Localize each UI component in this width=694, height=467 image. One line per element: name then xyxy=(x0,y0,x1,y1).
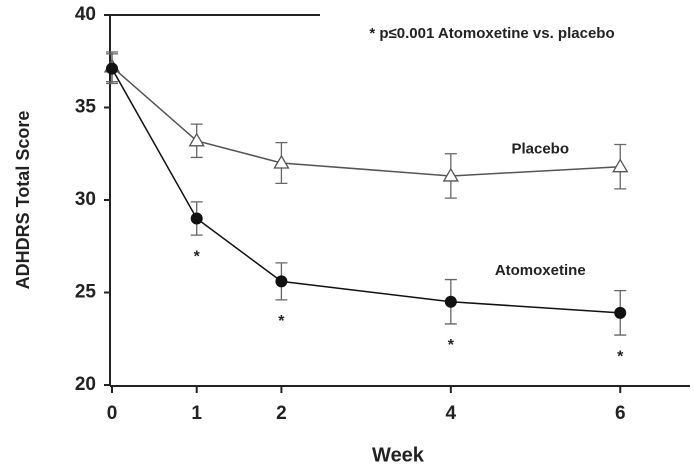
series-label: Atomoxetine xyxy=(495,262,586,279)
series-line xyxy=(111,66,621,177)
y-axis-label: ADHDRS Total Score xyxy=(13,111,33,290)
point xyxy=(188,132,205,147)
series-label: Placebo xyxy=(511,141,569,158)
point xyxy=(442,167,459,182)
y-tick-label: 35 xyxy=(75,97,97,118)
significance-marker: * xyxy=(448,337,455,354)
x-tick-label: 6 xyxy=(615,403,626,424)
point xyxy=(275,275,288,288)
y-tick-label: 20 xyxy=(75,374,96,395)
significance-marker: * xyxy=(617,348,624,365)
x-tick-label: 4 xyxy=(446,403,457,424)
significance-marker: * xyxy=(278,313,285,330)
point xyxy=(106,62,118,75)
y-tick-label: 25 xyxy=(75,282,97,303)
y-tick-label: 40 xyxy=(75,4,96,25)
point xyxy=(273,154,290,169)
x-tick-label: 0 xyxy=(107,403,118,424)
annotation: * p≤0.001 Atomoxetine vs. placebo xyxy=(369,25,614,42)
significance-marker: * xyxy=(194,248,201,265)
x-axis-label: Week xyxy=(372,444,425,466)
point xyxy=(614,306,627,319)
point xyxy=(612,158,629,173)
point xyxy=(190,212,203,225)
point xyxy=(444,295,457,308)
x-tick-label: 1 xyxy=(191,403,202,424)
x-tick-label: 2 xyxy=(276,403,287,424)
y-tick-label: 30 xyxy=(75,189,96,210)
